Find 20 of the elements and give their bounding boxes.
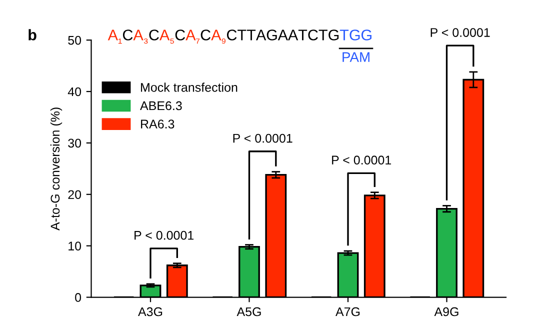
y-tick-label: 40 — [68, 87, 82, 96]
y-tick-label: 30 — [68, 138, 82, 148]
annotation: P < 0.0001 — [332, 156, 392, 165]
annotation: P < 0.0001 — [134, 230, 194, 240]
annotation: P < 0.0001 — [233, 134, 292, 143]
x-tick-label: A5G — [236, 307, 261, 316]
x-tick-label: A9G — [434, 307, 458, 316]
text: P < 0.0001 — [430, 28, 490, 37]
x-tick-label: A7G — [336, 307, 360, 316]
legend-label: ABE6.3 — [140, 101, 182, 110]
legend-label: Mock transfection — [141, 82, 238, 92]
y-tick-label: 0 — [75, 293, 82, 302]
y-tick-label: 20 — [68, 190, 82, 200]
y-axis-title: A-to-G conversion (%) — [50, 108, 62, 230]
y-tick-label: 50 — [68, 36, 82, 45]
x-tick-label: A3G — [138, 307, 162, 316]
y-tick-label: 10 — [68, 242, 82, 250]
text: PAM — [342, 52, 370, 62]
legend-label: RA6.3 — [141, 120, 174, 128]
text: b — [28, 29, 36, 40]
